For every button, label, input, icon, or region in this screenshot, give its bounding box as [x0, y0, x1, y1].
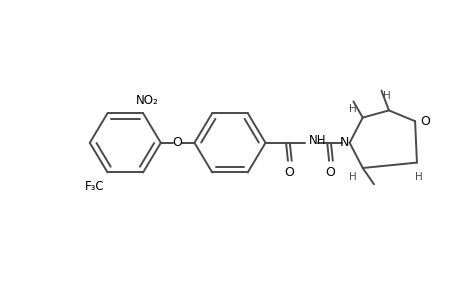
Text: H: H	[349, 104, 356, 114]
Text: F₃C: F₃C	[85, 180, 105, 193]
Text: H: H	[349, 172, 356, 182]
Text: H: H	[414, 172, 422, 182]
Text: O: O	[325, 166, 334, 179]
Text: H: H	[382, 92, 390, 101]
Text: O: O	[419, 115, 429, 128]
Text: O: O	[283, 166, 293, 179]
Text: NH: NH	[308, 134, 325, 148]
Text: NO₂: NO₂	[135, 94, 158, 107]
Text: O: O	[172, 136, 182, 149]
Text: N: N	[339, 136, 348, 149]
